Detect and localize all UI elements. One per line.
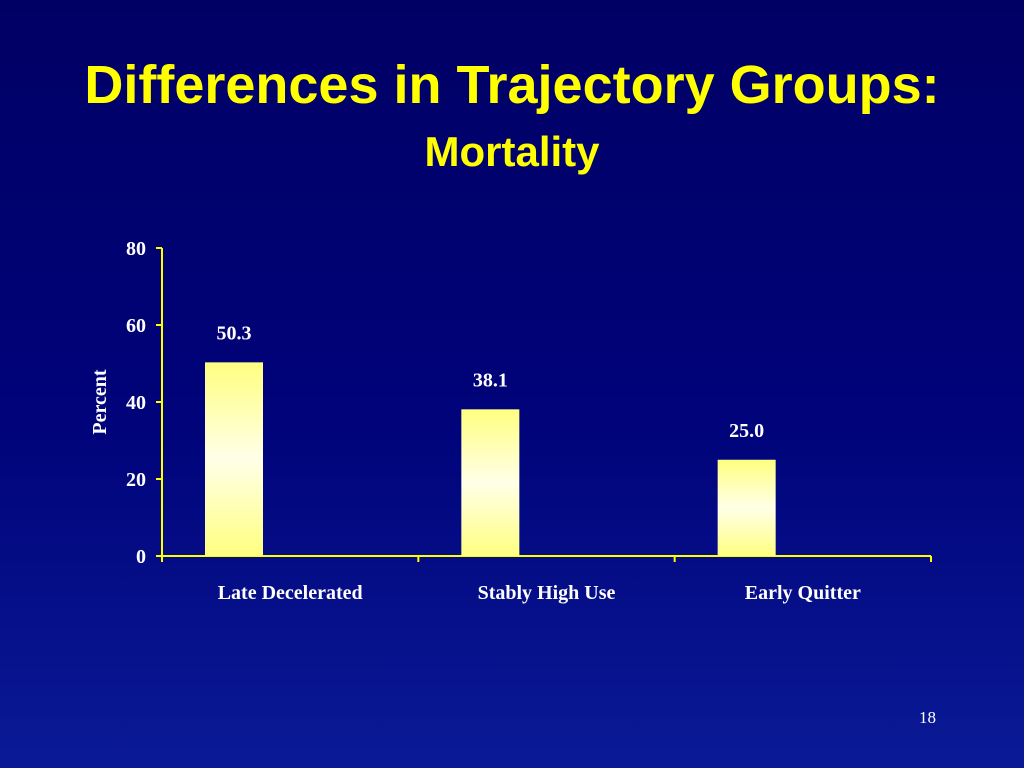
- bar: [717, 459, 776, 556]
- y-tick-label: 20: [126, 469, 146, 491]
- x-tick-label: Stably High Use: [478, 582, 616, 604]
- x-tick-label: Late Decelerated: [218, 582, 363, 604]
- bar: [461, 409, 520, 556]
- y-tick-label: 60: [126, 315, 146, 337]
- page-number: 18: [919, 708, 936, 727]
- data-label: 50.3: [217, 322, 252, 344]
- y-tick-label: 80: [126, 238, 146, 260]
- slide-subtitle: Mortality: [424, 128, 600, 175]
- y-axis-label: Percent: [89, 369, 111, 434]
- x-tick-label: Early Quitter: [745, 582, 861, 604]
- y-tick-label: 40: [126, 392, 146, 414]
- slide-title: Differences in Trajectory Groups:: [84, 55, 940, 115]
- data-label: 25.0: [729, 420, 764, 442]
- y-tick-label: 0: [136, 546, 146, 568]
- data-label: 38.1: [473, 369, 508, 391]
- bar: [205, 362, 263, 556]
